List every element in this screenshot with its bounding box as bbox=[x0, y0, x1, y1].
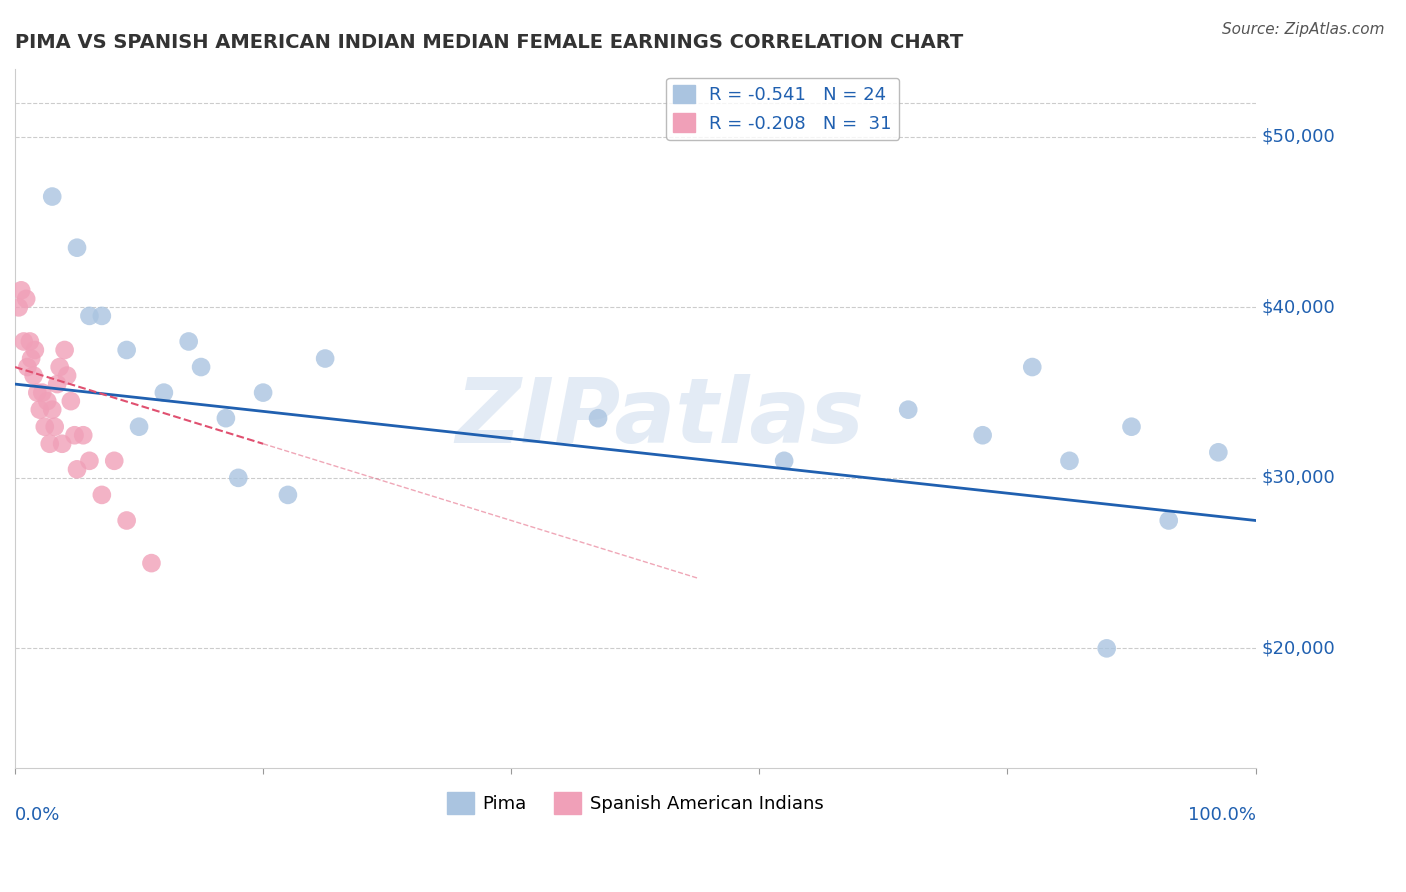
Point bbox=[897, 402, 920, 417]
Point bbox=[1059, 454, 1081, 468]
Point bbox=[22, 368, 45, 383]
Point bbox=[1121, 419, 1143, 434]
Point bbox=[190, 359, 212, 374]
Point bbox=[10, 283, 32, 297]
Point bbox=[48, 359, 70, 374]
Point bbox=[90, 309, 112, 323]
Text: ZIPatlas: ZIPatlas bbox=[456, 374, 865, 462]
Point bbox=[115, 514, 138, 528]
Point bbox=[226, 471, 249, 485]
Point bbox=[1208, 445, 1230, 459]
Point bbox=[53, 343, 76, 357]
Point bbox=[15, 359, 38, 374]
Point bbox=[153, 385, 176, 400]
Point bbox=[38, 436, 60, 450]
Point bbox=[63, 428, 86, 442]
Point bbox=[13, 334, 35, 349]
Point bbox=[1021, 359, 1043, 374]
Point bbox=[79, 309, 101, 323]
Text: 100.0%: 100.0% bbox=[1188, 806, 1256, 824]
Point bbox=[1157, 514, 1180, 528]
Point bbox=[66, 462, 89, 476]
Point bbox=[24, 343, 46, 357]
Point bbox=[34, 419, 56, 434]
Point bbox=[79, 454, 101, 468]
Point bbox=[7, 301, 30, 315]
Point bbox=[103, 454, 125, 468]
Point bbox=[66, 241, 89, 255]
Point bbox=[90, 488, 112, 502]
Point bbox=[177, 334, 200, 349]
Point bbox=[44, 419, 66, 434]
Point bbox=[28, 402, 51, 417]
Point bbox=[15, 292, 38, 306]
Point bbox=[59, 394, 82, 409]
Text: 0.0%: 0.0% bbox=[15, 806, 60, 824]
Point bbox=[37, 394, 59, 409]
Point bbox=[41, 189, 63, 203]
Text: $30,000: $30,000 bbox=[1261, 469, 1336, 487]
Point bbox=[115, 343, 138, 357]
Text: Source: ZipAtlas.com: Source: ZipAtlas.com bbox=[1222, 22, 1385, 37]
Point bbox=[277, 488, 299, 502]
Point bbox=[18, 334, 41, 349]
Point bbox=[56, 368, 79, 383]
Text: $40,000: $40,000 bbox=[1261, 298, 1336, 317]
Point bbox=[51, 436, 73, 450]
Point bbox=[31, 385, 53, 400]
Point bbox=[314, 351, 336, 366]
Point bbox=[586, 411, 609, 425]
Point bbox=[20, 351, 42, 366]
Point bbox=[41, 402, 63, 417]
Point bbox=[46, 377, 69, 392]
Point bbox=[27, 385, 49, 400]
Point bbox=[128, 419, 150, 434]
Point bbox=[1095, 641, 1118, 656]
Point bbox=[215, 411, 238, 425]
Legend: R = -0.541   N = 24, R = -0.208   N =  31: R = -0.541 N = 24, R = -0.208 N = 31 bbox=[666, 78, 900, 140]
Point bbox=[773, 454, 796, 468]
Text: PIMA VS SPANISH AMERICAN INDIAN MEDIAN FEMALE EARNINGS CORRELATION CHART: PIMA VS SPANISH AMERICAN INDIAN MEDIAN F… bbox=[15, 33, 963, 52]
Point bbox=[252, 385, 274, 400]
Text: $50,000: $50,000 bbox=[1261, 128, 1336, 146]
Text: $20,000: $20,000 bbox=[1261, 640, 1336, 657]
Point bbox=[141, 556, 163, 570]
Point bbox=[72, 428, 94, 442]
Point bbox=[972, 428, 994, 442]
